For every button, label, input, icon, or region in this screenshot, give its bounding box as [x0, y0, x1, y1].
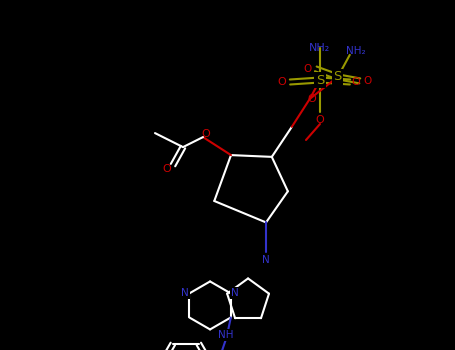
Text: O: O	[316, 115, 324, 125]
Text: N: N	[231, 288, 239, 299]
Text: O: O	[202, 129, 210, 139]
Text: O: O	[278, 77, 286, 87]
Text: O: O	[162, 164, 172, 174]
Text: S: S	[334, 70, 342, 83]
Text: O: O	[303, 64, 312, 74]
Text: O: O	[364, 76, 372, 86]
Text: NH₂: NH₂	[309, 43, 331, 53]
Text: O: O	[352, 77, 360, 87]
Text: NH: NH	[218, 330, 233, 341]
Text: S: S	[316, 74, 324, 86]
Text: N: N	[182, 288, 189, 299]
Text: N: N	[262, 256, 270, 265]
Text: O: O	[308, 94, 316, 104]
Text: NH₂: NH₂	[346, 46, 366, 56]
